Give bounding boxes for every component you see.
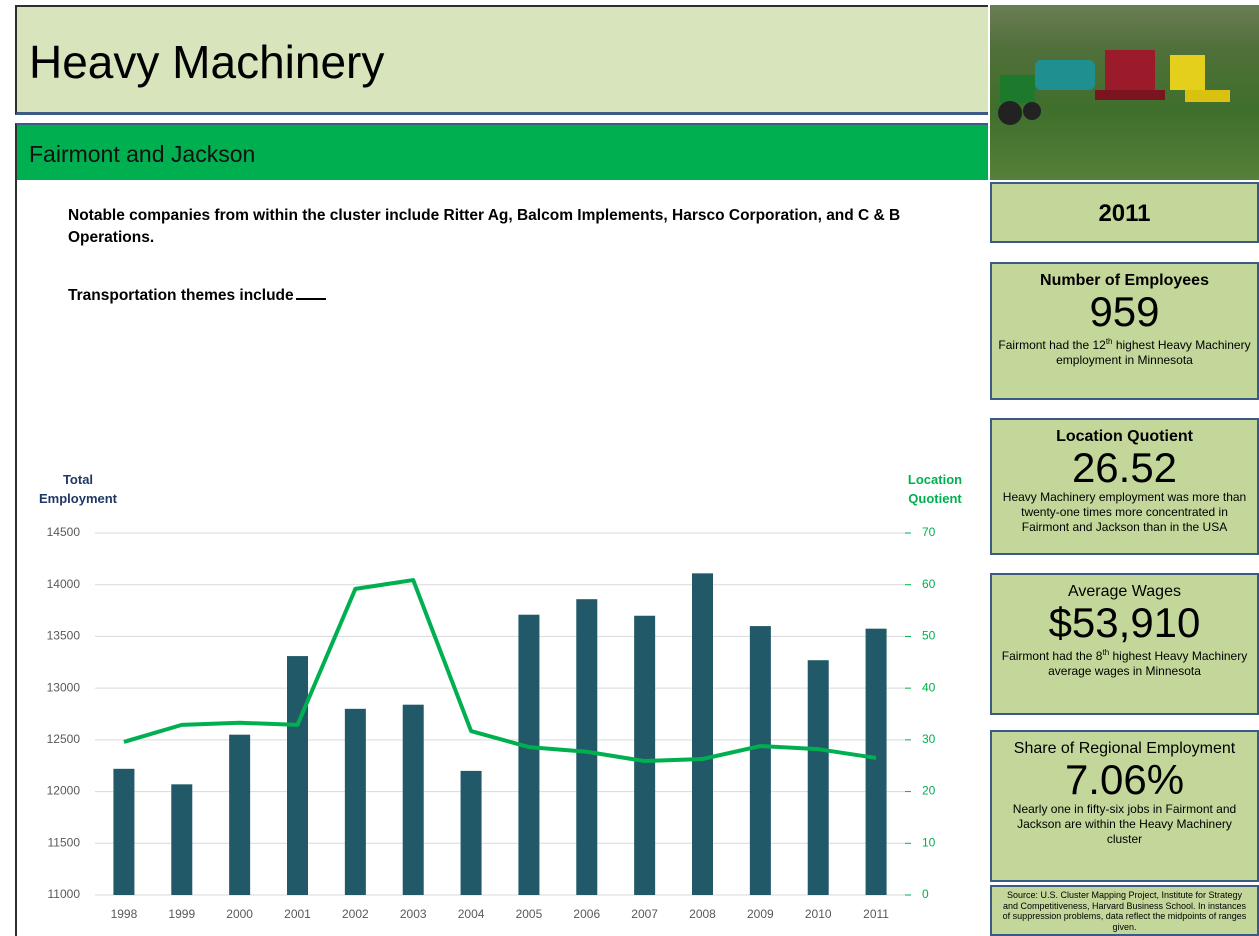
bar [807, 660, 829, 895]
note-text: highest Heavy Machinery employment in Mi… [1056, 338, 1251, 367]
paragraph: Notable companies from within the cluste… [68, 207, 901, 246]
bar [692, 573, 713, 895]
stat-note: Heavy Machinery employment was more than… [992, 490, 1257, 535]
x-tick-label: 2000 [226, 907, 253, 921]
line [123, 578, 877, 764]
y2-tick-label: 50 [922, 629, 936, 643]
y-tick-label: 11500 [48, 835, 81, 849]
x-tick-label: 2006 [573, 907, 600, 921]
source: Source: U.S. Cluster Mapping Project, In… [990, 885, 1259, 936]
y2-tick-label: 20 [922, 784, 936, 798]
photo [990, 5, 1259, 180]
stat-label: Number of Employees [1040, 272, 1209, 289]
x-tick-label: 2004 [458, 907, 485, 921]
y2-tick-label: 40 [922, 680, 936, 694]
stat-value: 7.06% [1064, 756, 1185, 803]
subtitle: Fairmont and Jackson [29, 141, 256, 167]
note-text: th [1105, 337, 1113, 346]
y2-tick-label: 60 [922, 577, 936, 591]
x-tick-label: 2005 [516, 907, 543, 921]
note-text: highest Heavy Machinery average wages in… [1048, 649, 1248, 678]
note-text: Nearly one in fifty-six jobs in Fairmont… [1012, 802, 1237, 846]
bar [113, 768, 135, 895]
stat-value: 959 [1089, 288, 1160, 335]
y2-tick-label: 70 [922, 525, 936, 539]
paragraph: Transportation themes include [68, 285, 968, 307]
x-tick-label: 2011 [863, 907, 889, 921]
stat-label: Share of Regional Employment [1013, 740, 1236, 757]
blank [295, 298, 326, 300]
photo-art [998, 50, 1230, 125]
bar [634, 615, 656, 895]
y-tick-label: 14500 [47, 525, 81, 539]
text: Transportation themes include [68, 287, 294, 304]
bar [865, 628, 887, 895]
x-tick-label: 2002 [342, 907, 369, 921]
y-tick-label: 12500 [47, 732, 81, 746]
note-text: Fairmont had the 8 [1001, 649, 1103, 663]
bar [229, 734, 251, 895]
x-tick-label: 2010 [805, 907, 832, 921]
y-tick-label: 14000 [47, 577, 81, 591]
subtitle-bar: Fairmont and Jackson [15, 123, 988, 180]
year-box: 2011 [990, 182, 1259, 243]
y2-tick-label: 10 [922, 835, 936, 849]
bar [402, 704, 424, 895]
note-text: th [1102, 648, 1110, 657]
title: Heavy Machinery [29, 36, 385, 88]
y-tick-label: 11000 [48, 887, 81, 901]
note-text: Fairmont had the 12 [998, 338, 1106, 352]
year: 2011 [1098, 200, 1151, 227]
stat-box: Number of Employees 959 Fairmont had the 1… [990, 262, 1259, 400]
border [15, 180, 17, 936]
x-tick-label: 2009 [747, 907, 774, 921]
stat-box: Share of Regional Employment 7.06% Nearly … [990, 730, 1259, 882]
bar [460, 770, 482, 895]
stat-value: $53,910 [1048, 599, 1201, 646]
bar [576, 599, 598, 895]
bar [749, 626, 771, 895]
x-tick-label: 2001 [284, 907, 311, 921]
x-tick-label: 2007 [631, 907, 658, 921]
y2-tick-label: 30 [922, 732, 936, 746]
stat-box: Average Wages $53,910 Fairmont had the 8th… [990, 573, 1259, 715]
bar [287, 656, 308, 895]
x-tick-label: 1998 [111, 907, 138, 921]
x-tick-label: 2003 [400, 907, 427, 921]
stat-note: Fairmont had the 12th highest Heavy Mach… [992, 334, 1257, 368]
y-tick-label: 12000 [47, 784, 81, 798]
stat-note: Fairmont had the 8th highest Heavy Machi… [992, 645, 1257, 679]
title-bar: Heavy Machinery [15, 5, 988, 115]
stat-label: Average Wages [1068, 583, 1181, 600]
bar [344, 708, 366, 895]
bar [171, 784, 193, 895]
stat-note: Nearly one in fifty-six jobs in Fairmont… [992, 802, 1257, 847]
stat-box: Location Quotient 26.52 Heavy Machinery em… [990, 418, 1259, 555]
y-tick-label: 13000 [47, 680, 81, 694]
y2-axis-title: Location Quotient [907, 472, 963, 506]
note-text: Heavy Machinery employment was more than… [1002, 490, 1247, 534]
stat-label: Location Quotient [1056, 428, 1193, 445]
x-tick-label: 2008 [689, 907, 716, 921]
x-tick-label: 1999 [168, 907, 195, 921]
y-axis-title: Total Employment [38, 472, 117, 506]
y2-tick-label: 0 [922, 887, 929, 901]
y-tick-label: 13500 [47, 629, 81, 643]
bar [518, 614, 540, 895]
stat-value: 26.52 [1071, 444, 1178, 491]
